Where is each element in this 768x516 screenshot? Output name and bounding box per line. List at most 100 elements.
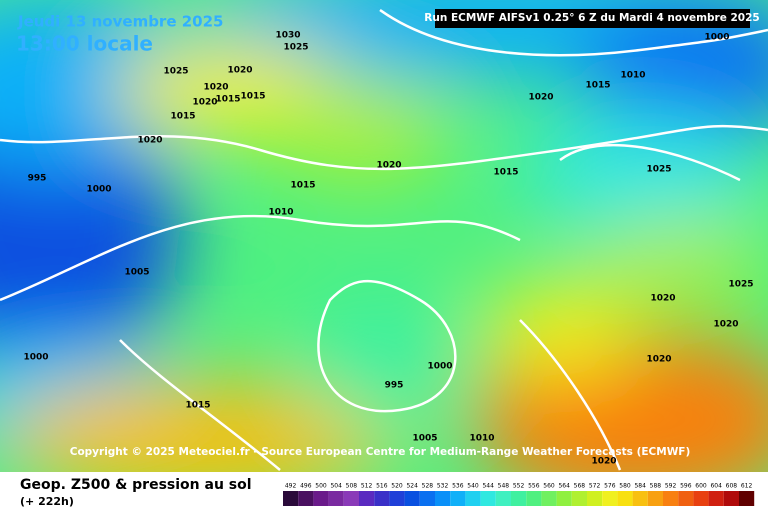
colorbar-label: 528 [422,483,434,490]
isobar-label: 1000 [86,185,111,195]
colorbar-swatch [465,491,481,506]
isobar-label: 1025 [163,67,188,77]
colorbar-label: 520 [391,483,403,490]
colorbar-swatch [359,491,375,506]
colorbar-swatch [313,491,329,506]
isobar-label: 1020 [591,457,616,467]
colorbar-label: 524 [406,483,418,490]
colorbar-label: 544 [482,483,494,490]
colorbar-label: 556 [528,483,540,490]
isobar-label: 1025 [646,165,671,175]
isobar-label: 1020 [713,320,738,330]
colorbar-label: 512 [361,483,373,490]
isobar-label: 1015 [215,95,240,105]
isobar-label: 1015 [585,81,610,91]
colorbar-swatch [571,491,587,506]
colorbar-label: 548 [498,483,510,490]
isobars [0,8,768,471]
colorbar-swatch [511,491,527,506]
colorbar-label: 580 [619,483,631,490]
colorbar-label: 496 [300,483,312,490]
isobar-label: 995 [385,381,404,391]
colorbar-swatch [404,491,420,506]
colorbar-swatch [632,491,648,506]
colorbar-label: 592 [665,483,677,490]
colorbar-swatch [298,491,314,506]
colorbar-swatch [480,491,496,506]
isobar-label: 1015 [185,401,210,411]
colorbar-label: 564 [558,483,570,490]
colorbar-label: 532 [437,483,449,490]
colorbar-swatch [647,491,663,506]
caption-title: Geop. Z500 & pression au sol [20,477,252,493]
isobar-label: 1020 [376,161,401,171]
colorbar-swatch [663,491,679,506]
colorbar-label: 612 [741,483,753,490]
colorbar-label: 584 [634,483,646,490]
isobar-label: 1005 [124,268,149,278]
colorbar-swatch [693,491,709,506]
colorbar-swatch [541,491,557,506]
isobar-label: 1010 [469,434,494,444]
colorbar-swatch [678,491,694,506]
isobar-label: 1000 [23,353,48,363]
colorbar-swatch [526,491,542,506]
colorbar-label: 560 [543,483,555,490]
colorbar-swatch [495,491,511,506]
isobar-label: 1030 [275,31,300,41]
caption-lead: (+ 222h) [20,495,74,508]
isobar-label: 1020 [227,66,252,76]
isobar-label: 1015 [290,181,315,191]
colorbar-label: 500 [315,483,327,490]
colorbar-label: 492 [285,483,297,490]
colorbar-swatch [343,491,359,506]
isobar-label: 1020 [192,98,217,108]
isobar-label: 1020 [528,93,553,103]
colorbar-label: 604 [710,483,722,490]
colorbar-label: 516 [376,483,388,490]
run-info: Run ECMWF AIFSv1 0.25° 6 Z du Mardi 4 no… [424,12,759,24]
isobar-label: 1015 [170,112,195,122]
colorbar-swatch [602,491,618,506]
colorbar-swatch [419,491,435,506]
colorbar-label: 504 [330,483,342,490]
isobar-label: 1025 [283,43,308,53]
isobar-label: 1015 [493,168,518,178]
isobar-label: 1005 [412,434,437,444]
isobar-label: 1020 [646,355,671,365]
isobar-label: 1020 [137,136,162,146]
colorbar-swatch [556,491,572,506]
colorbar-label: 596 [680,483,692,490]
isobar-label: 1025 [728,280,753,290]
colorbar-swatch [739,491,755,506]
colorbar-label: 552 [513,483,525,490]
isobar-label: 1000 [704,33,729,43]
colorbar-label: 540 [467,483,479,490]
isobar-label: 1010 [620,71,645,81]
colorbar-swatch [328,491,344,506]
colorbar-swatch [283,491,299,506]
colorbar-label: 600 [695,483,707,490]
isobar-label: 1020 [203,83,228,93]
colorbar-swatch [435,491,451,506]
colorbar-swatch [587,491,603,506]
colorbar-swatch [374,491,390,506]
isobar-label: 1020 [650,294,675,304]
isobar-label: 995 [28,174,47,184]
copyright: Copyright © 2025 Meteociel.fr - Source E… [70,446,691,458]
colorbar-label: 508 [346,483,358,490]
isobar-label: 1010 [268,208,293,218]
colorbar-label: 536 [452,483,464,490]
isobar-label: 1015 [240,92,265,102]
colorbar-label: 568 [574,483,586,490]
colorbar-swatch [617,491,633,506]
colorbar-swatch [389,491,405,506]
map-time: 13:00 locale [16,32,153,56]
map-date: Jeudi 13 novembre 2025 [17,13,223,31]
run-banner [435,9,750,28]
colorbar-label: 608 [726,483,738,490]
isobar-label: 1000 [427,362,452,372]
colorbar-label: 572 [589,483,601,490]
